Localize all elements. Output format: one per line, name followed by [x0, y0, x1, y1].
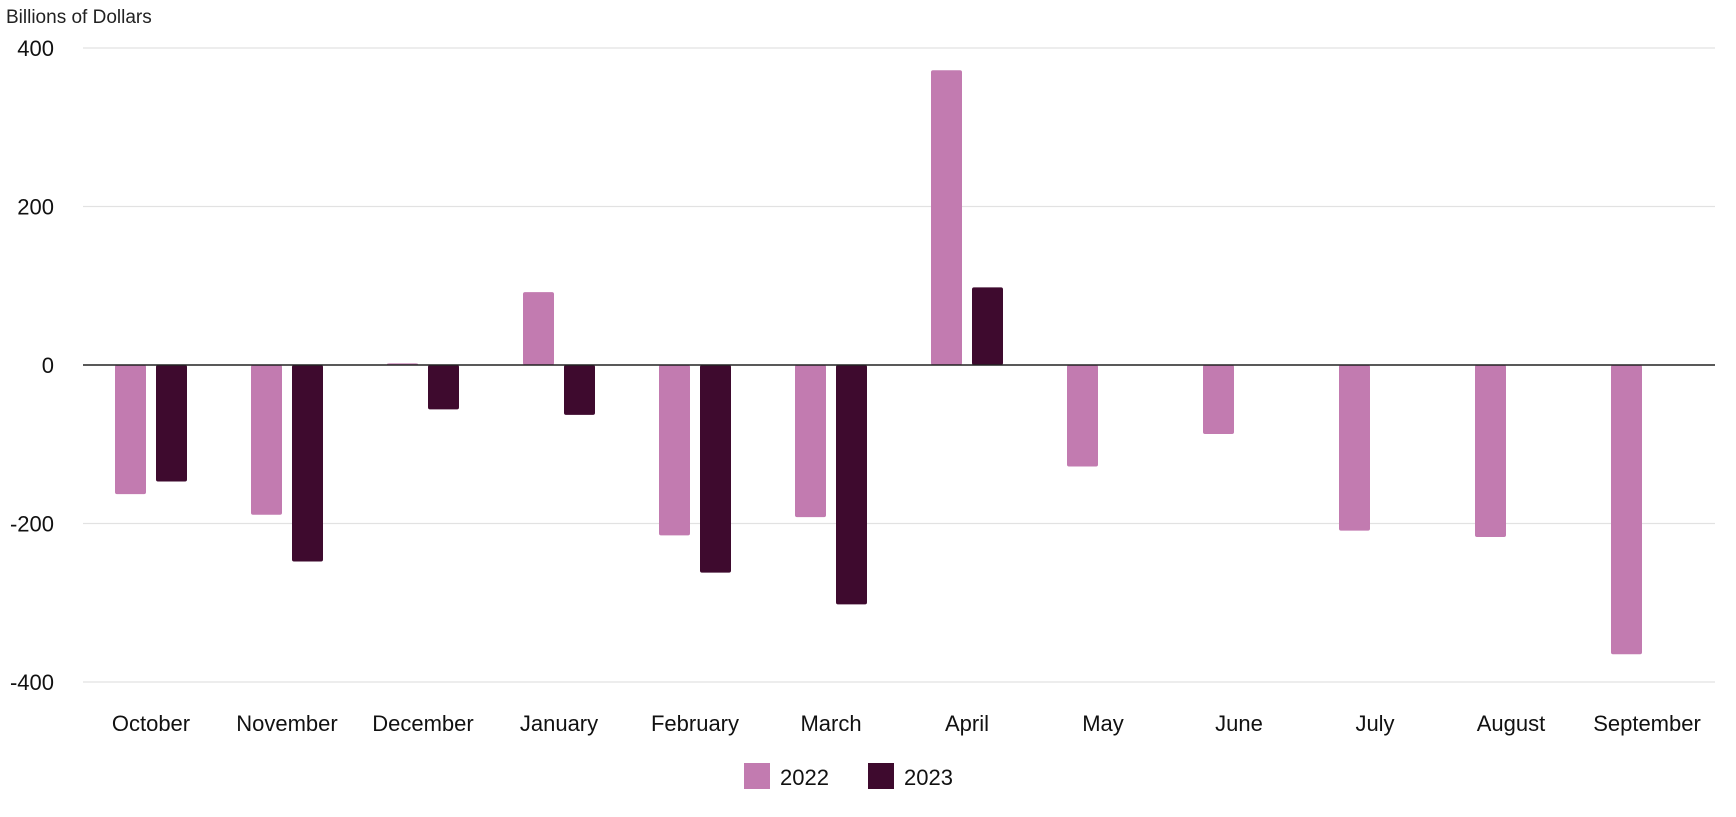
x-tick-label: December: [372, 711, 473, 736]
axes: 400 200 0 -200 -400 October November December Ja…: [10, 36, 1715, 736]
bar-2022-october: [115, 365, 146, 495]
y-tick-label: 400: [17, 36, 54, 61]
x-tick-label: November: [236, 711, 337, 736]
bar-2023-december: [428, 365, 459, 410]
bar-2022-august: [1475, 365, 1506, 537]
y-tick-label: -200: [10, 512, 54, 537]
x-tick-label: April: [945, 711, 989, 736]
y-tick-label: 200: [17, 195, 54, 220]
bar-2022-february: [659, 365, 690, 536]
legend-swatch-2022: [744, 763, 770, 789]
x-tick-label: February: [651, 711, 739, 736]
bars: [115, 70, 1642, 655]
legend-swatch-2023: [868, 763, 894, 789]
bar-2022-march: [795, 365, 826, 518]
bar-2022-january: [523, 292, 554, 365]
x-tick-label: March: [800, 711, 861, 736]
bar-2022-november: [251, 365, 282, 515]
gridlines: [83, 47, 1715, 683]
legend-label-2023: 2023: [904, 765, 953, 790]
y-axis-label: Billions of Dollars: [6, 7, 152, 28]
x-tick-label: May: [1082, 711, 1124, 736]
bar-2022-may: [1067, 365, 1098, 467]
x-tick-label: October: [112, 711, 190, 736]
y-tick-label: -400: [10, 670, 54, 695]
x-tick-label: August: [1477, 711, 1546, 736]
legend-label-2022: 2022: [780, 765, 829, 790]
bar-2023-january: [564, 365, 595, 415]
x-tick-label: June: [1215, 711, 1263, 736]
y-tick-label: 0: [42, 353, 54, 378]
bar-2022-july: [1339, 365, 1370, 531]
legend: 2022 2023: [744, 763, 953, 790]
x-tick-label: July: [1355, 711, 1394, 736]
x-tick-label: January: [520, 711, 598, 736]
bar-2023-march: [836, 365, 867, 605]
bar-2022-april: [931, 70, 962, 365]
bar-2022-june: [1203, 365, 1234, 434]
bar-2023-october: [156, 365, 187, 482]
bar-2023-february: [700, 365, 731, 573]
x-tick-label: September: [1593, 711, 1701, 736]
bar-2023-november: [292, 365, 323, 562]
bar-2022-september: [1611, 365, 1642, 655]
bar-2023-april: [972, 287, 1003, 365]
